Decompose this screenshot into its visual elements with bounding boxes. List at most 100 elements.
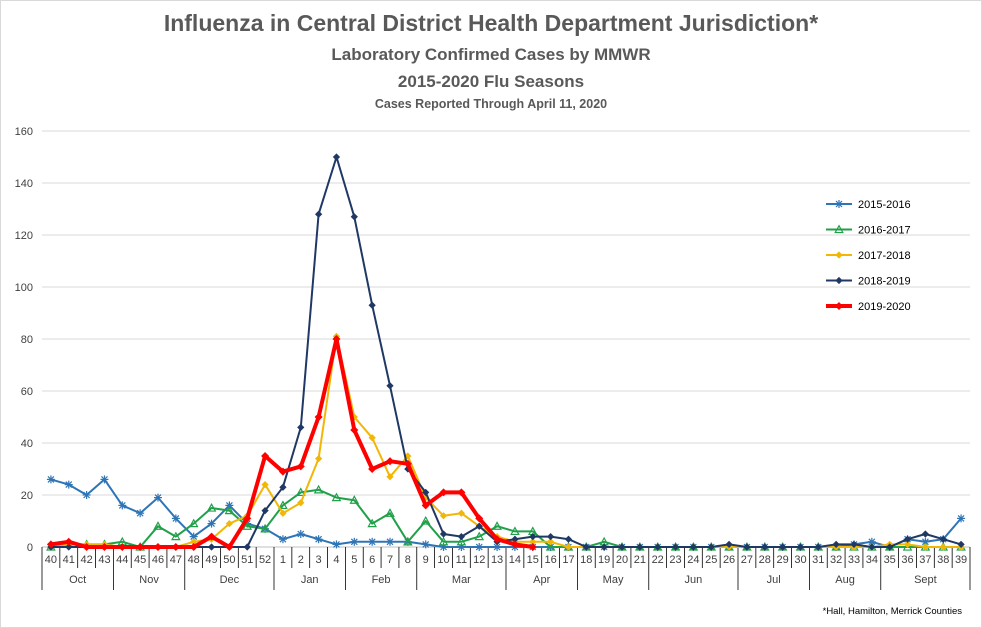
week-tick-label: 50: [223, 554, 235, 566]
week-tick-label: 9: [423, 554, 429, 566]
data-point: [743, 543, 751, 551]
data-point: [296, 530, 305, 538]
series-2019-2020: [46, 334, 537, 552]
legend-item: 2017-2018: [826, 250, 911, 262]
data-point: [206, 502, 217, 512]
data-point: [46, 540, 55, 549]
month-label: Sept: [914, 574, 937, 586]
data-point: [939, 543, 947, 551]
week-tick-label: 41: [63, 554, 75, 566]
y-tick-label: 60: [21, 386, 33, 398]
month-label: Apr: [533, 574, 550, 586]
data-point: [118, 542, 127, 552]
week-tick-label: 1: [280, 554, 286, 566]
data-point: [457, 532, 466, 541]
data-point: [386, 537, 394, 546]
week-tick-label: 15: [527, 554, 539, 566]
series-line: [50, 478, 962, 548]
data-point: [278, 535, 287, 544]
data-point: [118, 501, 127, 510]
data-point: [529, 532, 537, 541]
data-point: [242, 521, 253, 530]
series-line: [50, 335, 962, 548]
data-point: [297, 423, 305, 432]
data-point: [189, 542, 198, 552]
data-point: [225, 519, 234, 528]
data-point: [493, 535, 502, 544]
series-2018-2019: [47, 153, 965, 551]
week-tick-label: 12: [473, 554, 485, 566]
data-point: [136, 509, 145, 518]
y-tick-label: 120: [15, 230, 33, 242]
data-point: [439, 488, 448, 497]
data-point: [385, 457, 395, 466]
data-point: [834, 301, 844, 311]
week-tick-label: 20: [616, 554, 628, 566]
data-point: [796, 543, 805, 551]
data-point: [761, 543, 769, 551]
week-tick-label: 11: [456, 554, 467, 566]
week-tick-label: 36: [901, 554, 913, 566]
y-axis: 0 20 40 60 80 100 120 140 160: [15, 126, 33, 554]
data-point: [260, 523, 270, 533]
month-label: Dec: [220, 574, 240, 586]
data-point: [439, 530, 448, 538]
month-label: Mar: [452, 574, 471, 586]
data-point: [46, 475, 55, 484]
week-tick-label: 24: [687, 554, 699, 566]
week-tick-label: 23: [669, 554, 681, 566]
month-label: Feb: [372, 574, 391, 586]
chart-title: Influenza in Central District Health Dep…: [163, 10, 819, 36]
data-point: [439, 512, 448, 520]
data-point: [100, 475, 109, 484]
week-tick-label: 16: [544, 554, 556, 566]
data-point: [778, 543, 787, 551]
data-point: [582, 543, 590, 551]
data-point: [921, 543, 930, 551]
data-point: [510, 540, 519, 549]
data-point: [850, 540, 858, 549]
week-tick-label: 48: [188, 554, 200, 566]
data-point: [100, 542, 109, 552]
week-tick-label: 51: [241, 554, 253, 566]
data-point: [82, 542, 91, 552]
data-point: [671, 543, 680, 551]
week-tick-label: 33: [848, 554, 860, 566]
data-point: [528, 542, 537, 552]
week-tick-label: 42: [80, 554, 92, 566]
week-tick-label: 52: [259, 554, 271, 566]
data-point: [957, 514, 966, 523]
data-point: [475, 543, 484, 551]
y-tick-label: 40: [21, 438, 33, 450]
data-point: [725, 540, 733, 549]
data-point: [188, 518, 199, 528]
week-tick-label: 26: [723, 554, 735, 566]
data-point: [279, 509, 287, 517]
data-point: [82, 491, 91, 499]
data-point: [457, 488, 466, 497]
footnote: *Hall, Hamilton, Merrick Counties: [822, 606, 962, 617]
week-tick-label: 3: [316, 554, 322, 566]
week-tick-label: 37: [919, 554, 931, 566]
data-point: [65, 543, 73, 551]
data-point: [835, 200, 843, 208]
month-label: Aug: [835, 574, 855, 586]
data-point: [153, 521, 163, 530]
data-point: [545, 541, 556, 551]
data-point: [350, 425, 359, 435]
data-point: [243, 543, 251, 551]
week-tick-label: 8: [405, 554, 411, 566]
data-point: [368, 537, 377, 546]
data-point: [314, 412, 323, 422]
data-point: [492, 521, 502, 530]
week-tick-label: 10: [437, 554, 449, 566]
data-point: [314, 210, 323, 218]
week-tick-label: 18: [580, 554, 592, 566]
x-axis: 40 41 42 43 44 45 46 47 48 49 50 51 52 1 2 3 4 5 6 7 8 9 10 11 1…: [41, 546, 971, 590]
legend-item: 2019-2020: [826, 301, 911, 313]
week-tick-label: 27: [741, 554, 753, 566]
month-label: Jan: [301, 574, 319, 586]
data-point: [421, 501, 430, 510]
data-point: [618, 543, 626, 551]
data-point: [367, 518, 377, 528]
